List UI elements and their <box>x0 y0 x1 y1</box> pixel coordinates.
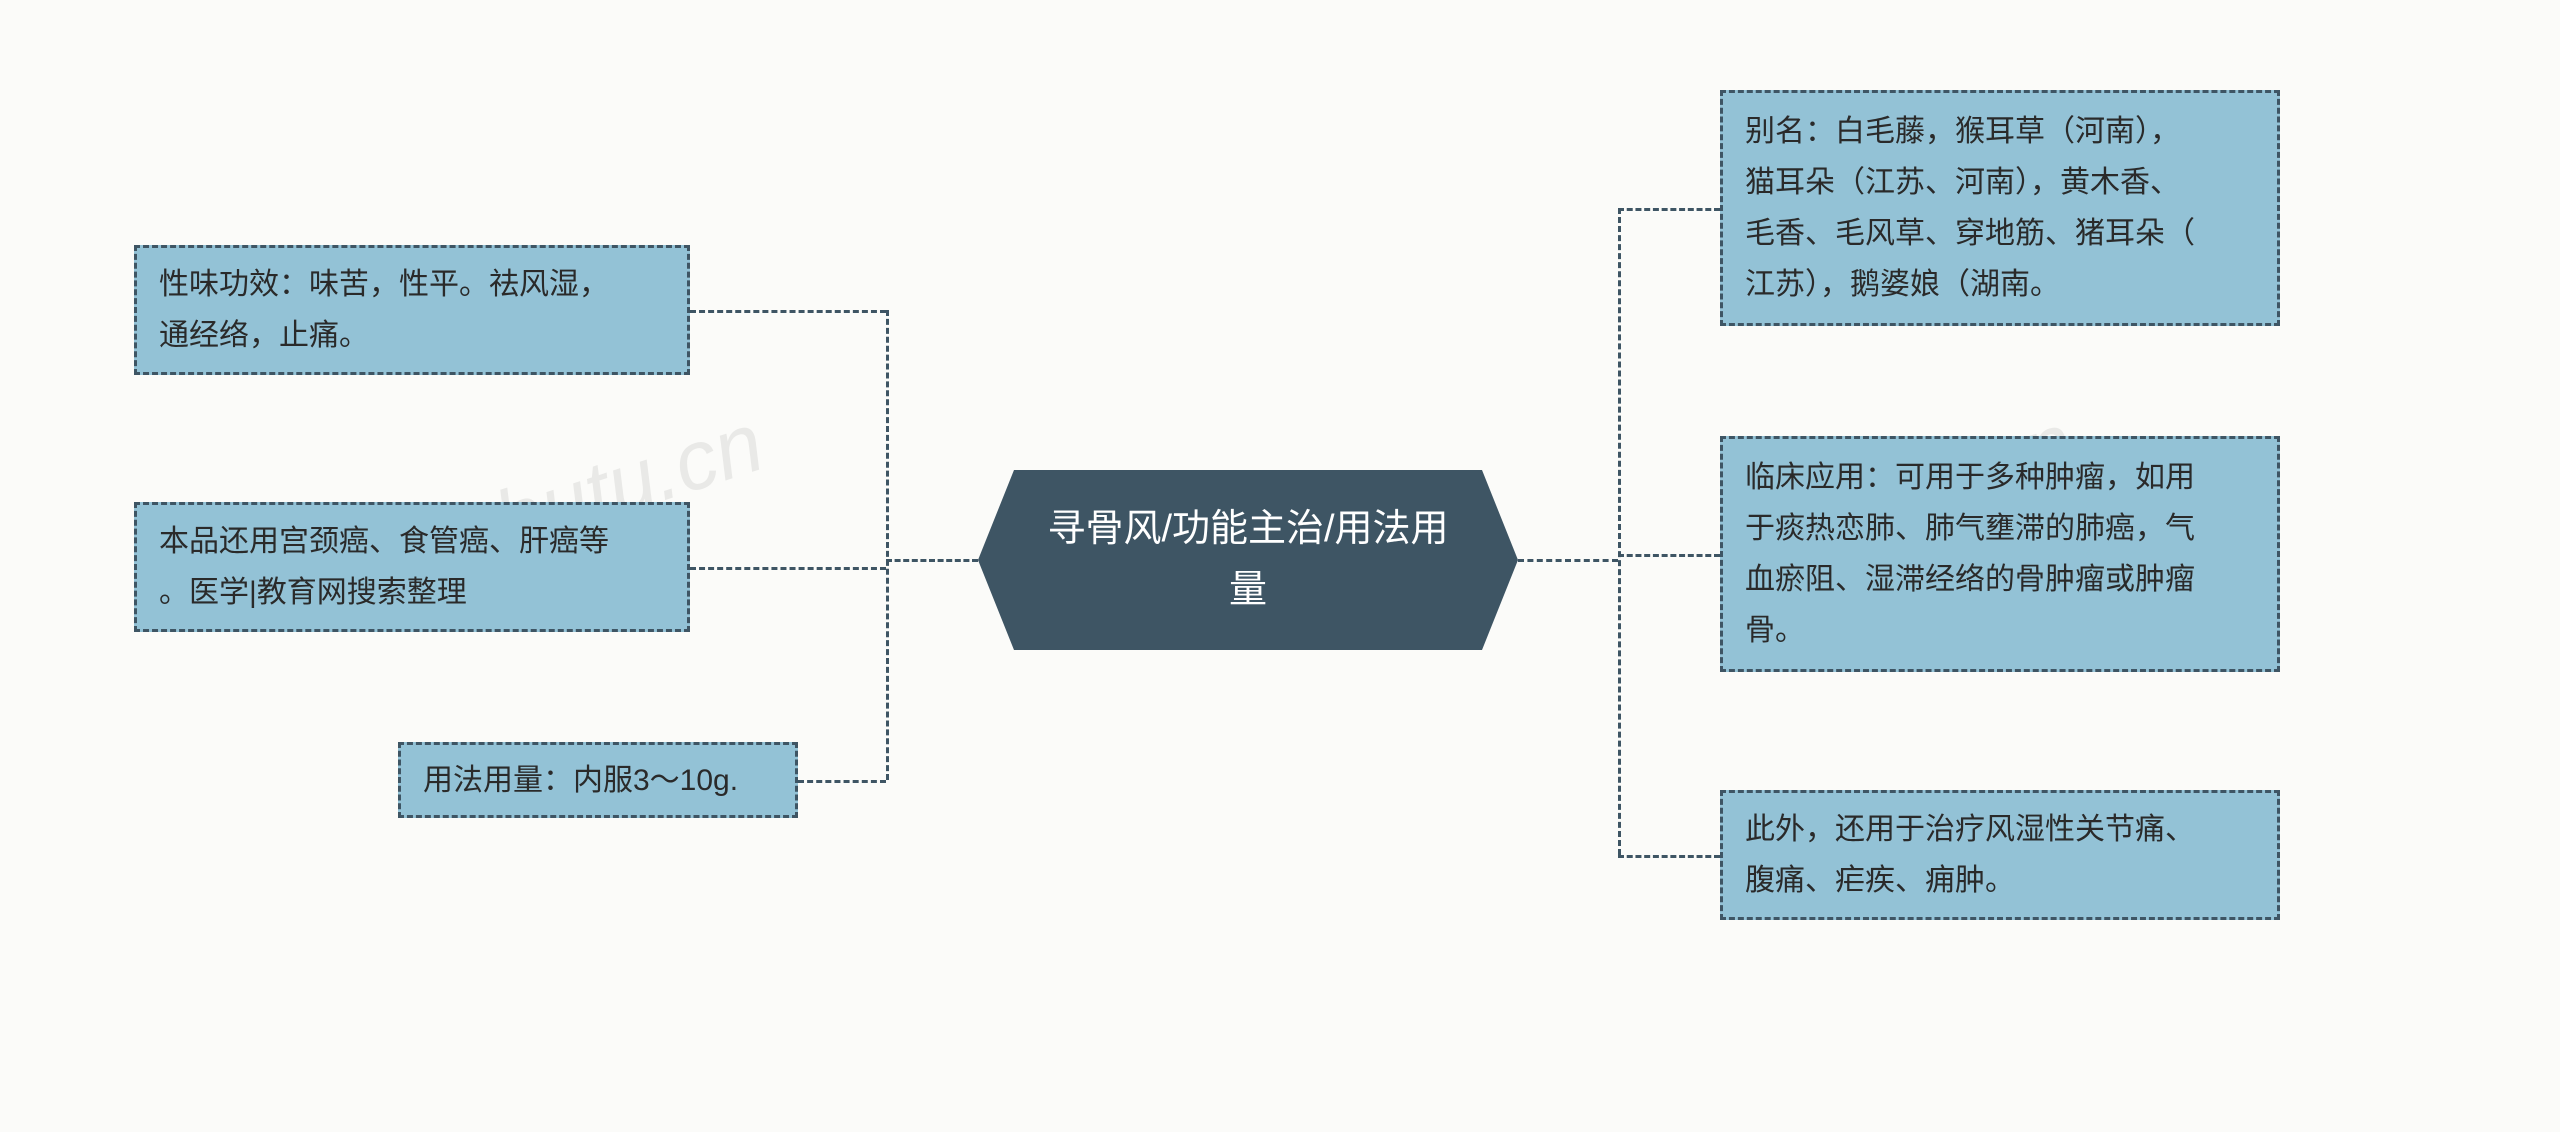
leaf-node-l3: 用法用量：内服3～10g. <box>398 742 798 818</box>
leaf-node-r2: 临床应用：可用于多种肿瘤，如用 于痰热恋肺、肺气壅滞的肺癌，气 血瘀阻、湿滞经络… <box>1720 436 2280 672</box>
leaf-text: 此外，还用于治疗风湿性关节痛、 腹痛、疟疾、痈肿。 <box>1745 804 2195 906</box>
connector <box>690 567 886 570</box>
mindmap-canvas: shutu.cn shutu.cn 寻骨风/功能主治/用法用 量 性味功效：味苦… <box>0 0 2560 1132</box>
leaf-node-r1: 别名：白毛藤，猴耳草（河南）， 猫耳朵（江苏、河南），黄木香、 毛香、毛风草、穿… <box>1720 90 2280 326</box>
leaf-node-l1: 性味功效：味苦，性平。祛风湿， 通经络，止痛。 <box>134 245 690 375</box>
connector <box>886 310 889 780</box>
hex-right-notch <box>1482 470 1518 650</box>
leaf-text: 别名：白毛藤，猴耳草（河南）， 猫耳朵（江苏、河南），黄木香、 毛香、毛风草、穿… <box>1745 106 2195 310</box>
connector <box>1618 208 1720 211</box>
connector <box>1618 855 1720 858</box>
hex-left-notch <box>978 470 1014 650</box>
connector <box>1618 554 1720 557</box>
leaf-node-l2: 本品还用宫颈癌、食管癌、肝癌等 。医学|教育网搜索整理 <box>134 502 690 632</box>
central-node-body: 寻骨风/功能主治/用法用 量 <box>1014 470 1482 650</box>
leaf-text: 本品还用宫颈癌、食管癌、肝癌等 。医学|教育网搜索整理 <box>159 516 609 618</box>
connector <box>886 559 978 562</box>
connector <box>690 310 886 313</box>
connector <box>1618 208 1621 855</box>
leaf-text: 用法用量：内服3～10g. <box>423 755 738 806</box>
leaf-text: 临床应用：可用于多种肿瘤，如用 于痰热恋肺、肺气壅滞的肺癌，气 血瘀阻、湿滞经络… <box>1745 452 2195 656</box>
connector <box>798 780 886 783</box>
leaf-text: 性味功效：味苦，性平。祛风湿， 通经络，止痛。 <box>159 259 609 361</box>
connector <box>1518 559 1618 562</box>
central-node-text: 寻骨风/功能主治/用法用 量 <box>1047 499 1448 621</box>
leaf-node-r3: 此外，还用于治疗风湿性关节痛、 腹痛、疟疾、痈肿。 <box>1720 790 2280 920</box>
central-node: 寻骨风/功能主治/用法用 量 <box>978 470 1518 650</box>
